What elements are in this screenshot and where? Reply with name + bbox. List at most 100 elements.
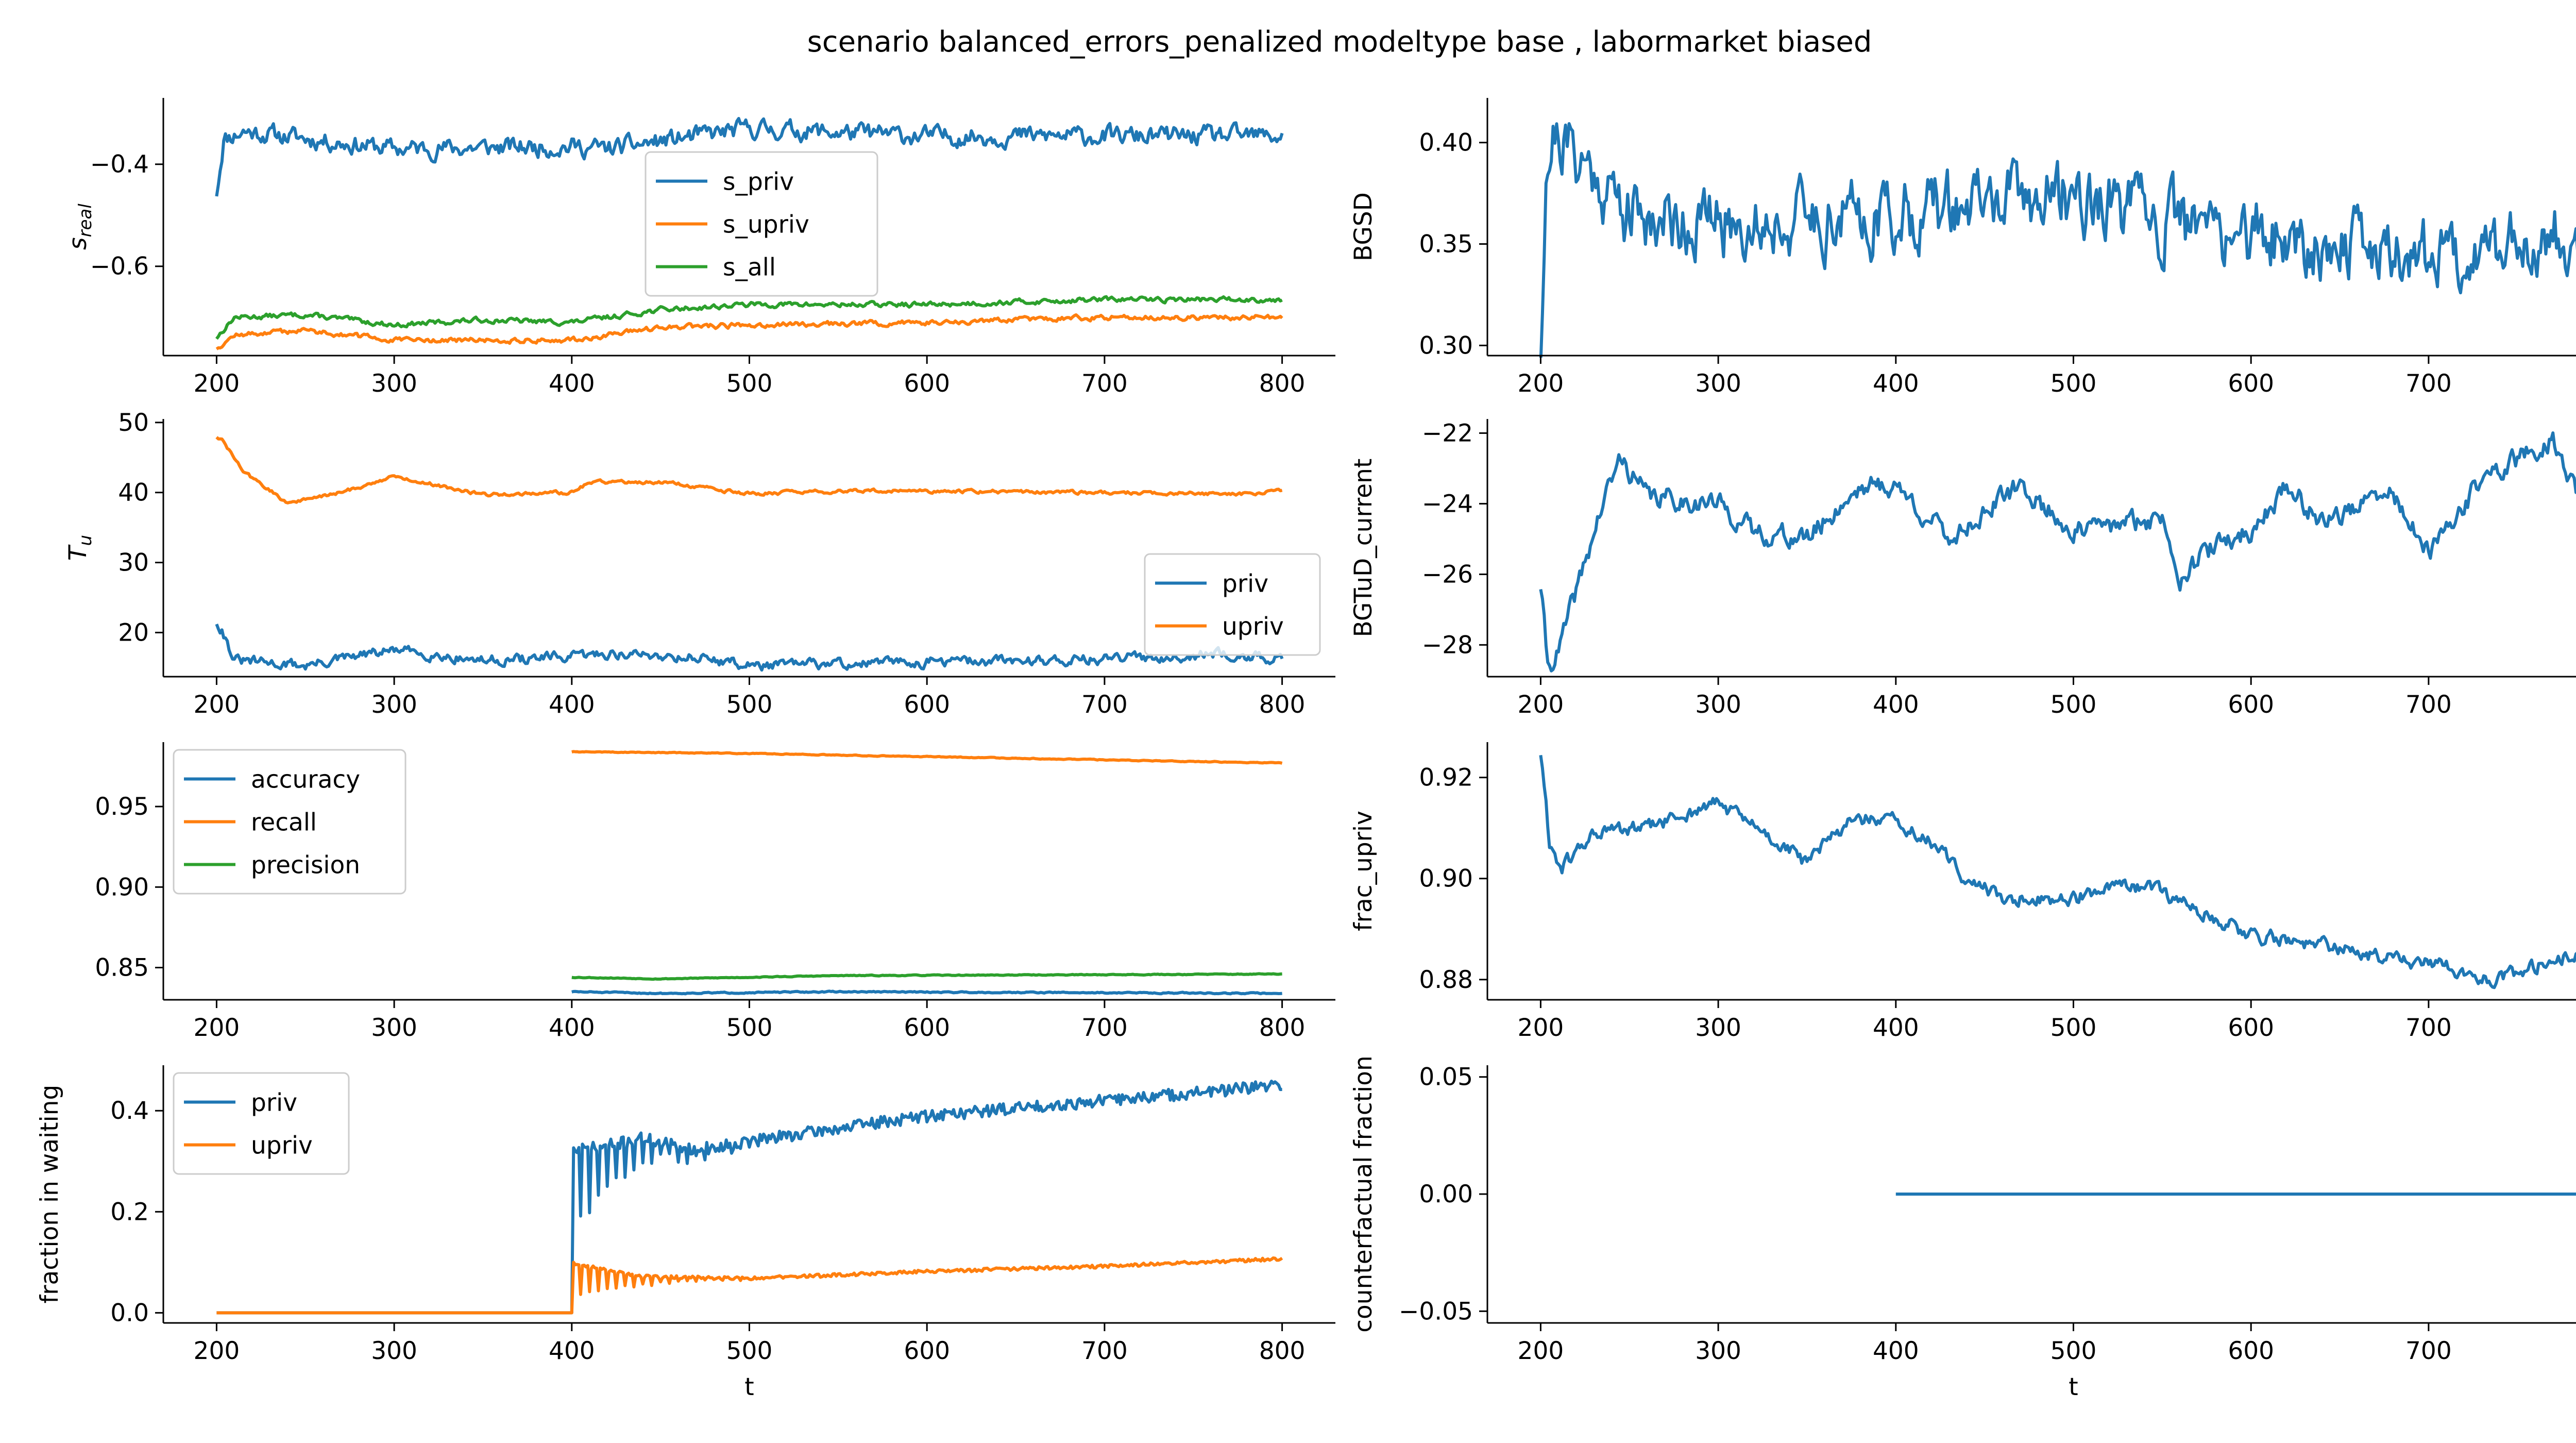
waiting-xlabel: t xyxy=(744,1373,754,1401)
frac_upriv-xtick-label: 500 xyxy=(2050,1014,2097,1042)
waiting-ytick-label: 0.4 xyxy=(110,1097,149,1125)
BGTuD_current-xtick-label: 600 xyxy=(2228,691,2274,719)
s_real-legend-label: s_upriv xyxy=(723,211,809,239)
counterfactual-xtick-label: 300 xyxy=(1695,1337,1741,1365)
waiting-xtick-label: 400 xyxy=(549,1337,595,1365)
T_u-series-upriv xyxy=(215,436,1283,505)
s_real-ylabel: sreal xyxy=(64,204,96,250)
metrics-xtick-label: 200 xyxy=(194,1014,240,1042)
BGTuD_current-ytick-label: −24 xyxy=(1422,490,1473,518)
s_real-xtick-label: 500 xyxy=(726,370,773,398)
metrics-ytick-label: 0.90 xyxy=(95,873,149,901)
T_u-ytick-label: 50 xyxy=(118,409,149,437)
waiting-legend-label: priv xyxy=(251,1089,297,1117)
T_u-ytick-label: 40 xyxy=(118,479,149,507)
BGTuD_current-xtick-label: 500 xyxy=(2050,691,2097,719)
metrics-legend-frame xyxy=(173,749,406,895)
waiting-ytick-label: 0.2 xyxy=(110,1198,149,1226)
s_real-legend-frame xyxy=(645,151,878,297)
metrics-xtick-label: 400 xyxy=(549,1014,595,1042)
waiting-ytick-label: 0.0 xyxy=(110,1299,149,1327)
BGSD-ytick-label: 0.35 xyxy=(1419,230,1473,258)
BGTuD_current-ytick-label: −28 xyxy=(1422,631,1473,659)
waiting-xtick-label: 700 xyxy=(1081,1337,1128,1365)
waiting-ylabel: fraction in waiting xyxy=(36,1085,64,1304)
panel-frac_upriv: 2003004005006007008000.880.900.92frac_up… xyxy=(1349,742,2576,1042)
T_u-legend-label: priv xyxy=(1222,570,1268,598)
T_u-ytick-label: 30 xyxy=(118,549,149,577)
metrics-series-accuracy xyxy=(571,989,1282,996)
counterfactual-ytick-label: −0.05 xyxy=(1399,1297,1473,1325)
BGSD-xtick-label: 300 xyxy=(1695,370,1741,398)
panels: 200 300 400 500 600 700 800 −0.6 −0.4 sreal s_priv… xyxy=(36,98,2576,1401)
metrics-legend: accuracy recall precision xyxy=(173,749,406,895)
BGTuD_current-xtick-label: 200 xyxy=(1518,691,1564,719)
waiting-series-upriv xyxy=(216,1256,1283,1315)
waiting-xtick-label: 800 xyxy=(1259,1337,1306,1365)
waiting-xtick-label: 600 xyxy=(904,1337,950,1365)
frac_upriv-series-line xyxy=(1539,754,2576,989)
metrics-xtick-label: 300 xyxy=(371,1014,417,1042)
counterfactual-ytick-label: 0.05 xyxy=(1419,1063,1473,1092)
T_u-xtick-label: 800 xyxy=(1259,691,1306,719)
s_real-legend: s_priv s_upriv s_all xyxy=(645,151,878,297)
waiting-legend-label: upriv xyxy=(251,1132,313,1160)
s_real-legend-label: s_priv xyxy=(723,168,794,196)
s_real-ytick-label: −0.4 xyxy=(90,150,149,179)
metrics-xtick-label: 700 xyxy=(1081,1014,1128,1042)
BGTuD_current-xtick-label: 300 xyxy=(1695,691,1741,719)
T_u-legend-label: upriv xyxy=(1222,613,1284,641)
T_u-xtick-label: 500 xyxy=(726,691,773,719)
panel-T_u: 200 300 400 500 600 700 800 20 30 40 50 Tu priv upriv xyxy=(64,409,1335,719)
BGTuD_current-ytick-label: −26 xyxy=(1422,560,1473,589)
waiting-legend-frame xyxy=(173,1072,350,1175)
counterfactual-ylabel: counterfactual fraction xyxy=(1349,1055,1378,1333)
s_real-ytick-label: −0.6 xyxy=(90,253,149,281)
counterfactual-xtick-label: 200 xyxy=(1518,1337,1564,1365)
metrics-series-precision xyxy=(571,972,1282,981)
s_real-xtick-label: 600 xyxy=(904,370,950,398)
panel-counterfactual: 200300400500600700800−0.050.000.05counte… xyxy=(1349,1055,2576,1401)
metrics-ytick-label: 0.85 xyxy=(95,954,149,982)
T_u-ylabel: Tu xyxy=(64,535,96,561)
metrics-ytick-label: 0.95 xyxy=(95,793,149,821)
T_u-xtick-label: 700 xyxy=(1081,691,1128,719)
BGTuD_current-ylabel: BGTuD_current xyxy=(1349,459,1378,637)
metrics-xtick-label: 600 xyxy=(904,1014,950,1042)
metrics-xtick-label: 500 xyxy=(726,1014,773,1042)
s_real-legend-label: s_all xyxy=(723,254,776,282)
T_u-xtick-label: 200 xyxy=(194,691,240,719)
frac_upriv-xtick-label: 300 xyxy=(1695,1014,1741,1042)
s_real-series-s_all xyxy=(215,295,1283,340)
BGSD-xtick-label: 700 xyxy=(2405,370,2452,398)
s_real-xtick-label: 400 xyxy=(549,370,595,398)
BGTuD_current-series-line xyxy=(1539,431,2576,673)
metrics-series-recall xyxy=(571,750,1283,765)
frac_upriv-ytick-label: 0.92 xyxy=(1419,764,1473,792)
counterfactual-xlabel: t xyxy=(2069,1373,2078,1401)
T_u-legend: priv upriv xyxy=(1144,553,1321,656)
figure-title: scenario balanced_errors_penalized model… xyxy=(807,25,1872,59)
counterfactual-xtick-label: 700 xyxy=(2405,1337,2452,1365)
waiting-legend: priv upriv xyxy=(173,1072,350,1175)
BGSD-ytick-label: 0.30 xyxy=(1419,331,1473,360)
metrics-legend-label: recall xyxy=(251,809,317,837)
s_real-series-s_upriv xyxy=(215,313,1283,350)
metrics-xtick-label: 800 xyxy=(1259,1014,1306,1042)
BGTuD_current-xtick-label: 700 xyxy=(2405,691,2452,719)
BGTuD_current-xtick-label: 400 xyxy=(1873,691,1919,719)
metrics-legend-label: precision xyxy=(251,851,360,880)
panel-s_real: 200 300 400 500 600 700 800 −0.6 −0.4 sreal s_priv… xyxy=(64,98,1335,398)
counterfactual-xtick-label: 600 xyxy=(2228,1337,2274,1365)
T_u-xtick-label: 400 xyxy=(549,691,595,719)
panel-metrics: 200 300 400 500 600 700 800 0.85 0.90 0.95 accurac… xyxy=(95,742,1335,1042)
waiting-xtick-label: 500 xyxy=(726,1337,773,1365)
BGSD-xtick-label: 200 xyxy=(1518,370,1564,398)
frac_upriv-ylabel: frac_upriv xyxy=(1349,811,1378,931)
metrics-legend-label: accuracy xyxy=(251,766,360,794)
frac_upriv-xtick-label: 700 xyxy=(2405,1014,2452,1042)
BGSD-xtick-label: 400 xyxy=(1873,370,1919,398)
frac_upriv-xtick-label: 600 xyxy=(2228,1014,2274,1042)
